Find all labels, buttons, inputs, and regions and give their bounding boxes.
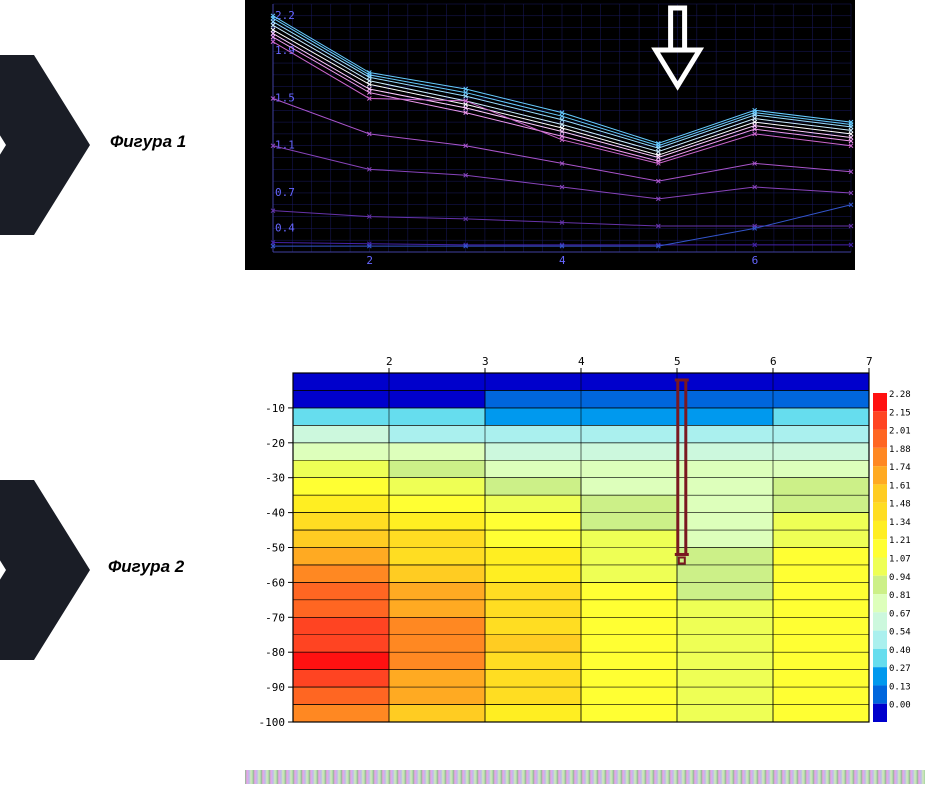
svg-text:7: 7	[866, 355, 873, 368]
svg-text:-20: -20	[265, 437, 285, 450]
svg-text:6: 6	[770, 355, 777, 368]
svg-text:0.54: 0.54	[889, 628, 911, 638]
svg-text:4: 4	[559, 254, 566, 267]
figure2-label: Фигура 2	[108, 557, 184, 577]
svg-text:-90: -90	[265, 681, 285, 694]
svg-text:2: 2	[366, 254, 373, 267]
svg-text:-80: -80	[265, 646, 285, 659]
chevron-1	[0, 55, 90, 235]
svg-text:0.40: 0.40	[889, 646, 911, 656]
svg-text:6: 6	[752, 254, 759, 267]
svg-text:-40: -40	[265, 507, 285, 520]
svg-text:2.28: 2.28	[889, 390, 911, 400]
svg-text:5: 5	[674, 355, 681, 368]
svg-text:-50: -50	[265, 542, 285, 555]
svg-text:1.21: 1.21	[889, 536, 911, 546]
svg-text:-30: -30	[265, 472, 285, 485]
line-chart: 0.40.71.11.51.92.2246	[245, 0, 855, 270]
svg-text:-100: -100	[259, 716, 286, 729]
figure1-label: Фигура 1	[110, 132, 186, 152]
svg-text:1.48: 1.48	[889, 500, 911, 510]
svg-text:2: 2	[386, 355, 393, 368]
svg-text:-10: -10	[265, 402, 285, 415]
svg-text:2.2: 2.2	[275, 9, 295, 22]
svg-text:1.88: 1.88	[889, 445, 911, 455]
svg-text:1.34: 1.34	[889, 518, 911, 528]
svg-text:0.67: 0.67	[889, 609, 911, 619]
svg-text:1.61: 1.61	[889, 481, 911, 491]
svg-text:0.81: 0.81	[889, 591, 911, 601]
svg-text:1.1: 1.1	[275, 139, 295, 152]
svg-text:0.4: 0.4	[275, 221, 295, 234]
noise-strip	[245, 770, 925, 784]
svg-text:-60: -60	[265, 576, 285, 589]
svg-text:0.13: 0.13	[889, 682, 911, 692]
svg-text:1.07: 1.07	[889, 555, 911, 565]
svg-text:0.00: 0.00	[889, 701, 911, 711]
svg-text:0.27: 0.27	[889, 664, 911, 674]
svg-text:1.9: 1.9	[275, 44, 295, 57]
chevron-2	[0, 480, 90, 660]
heatmap-chart: 2 3 4 5 6 7 -10 -20 -30 -40 -50 -60 -70 -80 -90 -100 2.2…	[245, 355, 925, 730]
svg-text:2.15: 2.15	[889, 408, 911, 418]
svg-text:2.01: 2.01	[889, 427, 911, 437]
svg-text:0.7: 0.7	[275, 186, 295, 199]
svg-text:0.94: 0.94	[889, 573, 911, 583]
svg-text:3: 3	[482, 355, 489, 368]
svg-text:1.74: 1.74	[889, 463, 911, 473]
svg-text:4: 4	[578, 355, 585, 368]
svg-text:-70: -70	[265, 611, 285, 624]
